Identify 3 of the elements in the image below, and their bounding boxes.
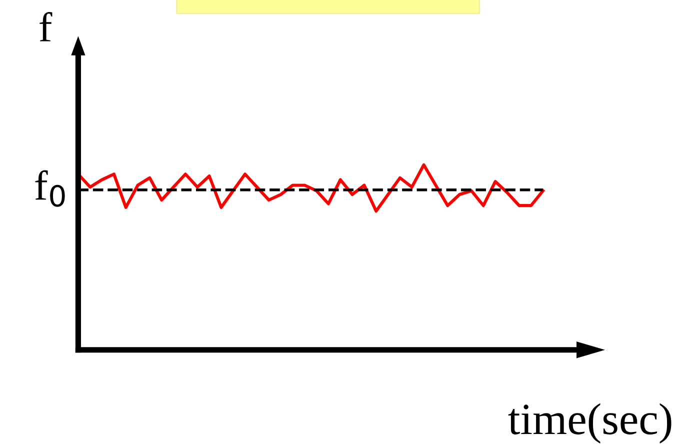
x-axis-title: time(sec) [508,403,672,444]
ref-line-label: f$_{0}$ [35,170,65,207]
y-axis-title: f [40,12,52,42]
